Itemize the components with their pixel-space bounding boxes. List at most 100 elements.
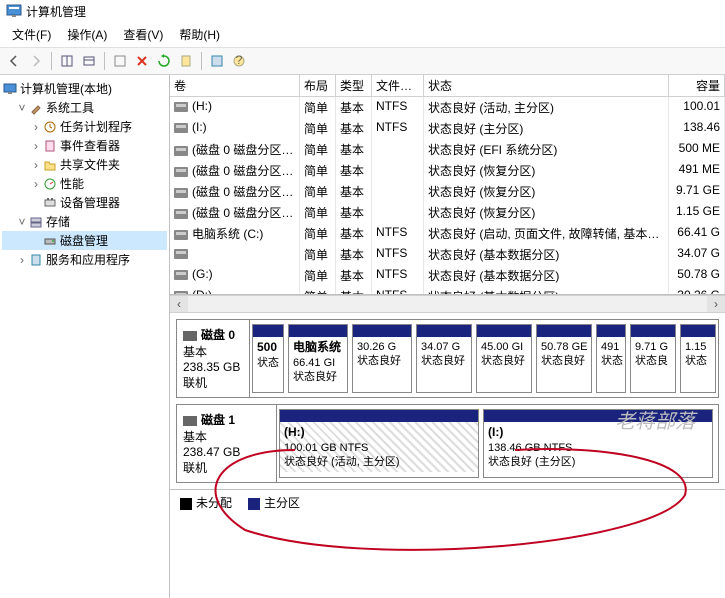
disk0-label[interactable]: 磁盘 0 基本 238.35 GB 联机 <box>177 320 250 397</box>
volume-icon <box>174 230 188 240</box>
volume-row[interactable]: 简单基本NTFS状态良好 (基本数据分区)34.07 G <box>170 244 725 265</box>
disk0-state: 联机 <box>183 374 243 391</box>
nav-tree[interactable]: 计算机管理(本地) ˅ 系统工具 ›任务计划程序 › 事件查看器 › 共享文件夹 ›… <box>0 75 170 598</box>
volume-row[interactable]: (磁盘 0 磁盘分区 10)简单基本状态良好 (恢复分区)1.15 GE <box>170 202 725 223</box>
computer-icon <box>2 81 18 97</box>
partition[interactable]: 50.78 GE状态良好 <box>536 324 592 393</box>
volume-row[interactable]: (G:)简单基本NTFS状态良好 (基本数据分区)50.78 G <box>170 265 725 286</box>
volume-row[interactable]: (磁盘 0 磁盘分区 9)简单基本状态良好 (恢复分区)9.71 GE <box>170 181 725 202</box>
disk1-label[interactable]: 磁盘 1 基本 238.47 GB 联机 <box>177 405 277 482</box>
tree-perf[interactable]: ›性能 <box>2 174 167 193</box>
tree-label: 事件查看器 <box>60 137 120 154</box>
disk0-size: 238.35 GB <box>183 360 243 374</box>
properties-icon[interactable] <box>176 51 196 71</box>
collapse-icon[interactable]: ˅ <box>16 101 28 115</box>
disk1-partitions: (H:)100.01 GB NTFS状态良好 (活动, 主分区)(I:)138.… <box>277 405 718 482</box>
disk-icon <box>183 416 197 426</box>
volume-row[interactable]: (磁盘 0 磁盘分区 8)简单基本状态良好 (恢复分区)491 ME <box>170 160 725 181</box>
perf-icon <box>42 176 58 192</box>
svg-text:?: ? <box>236 54 243 67</box>
delete-icon[interactable] <box>132 51 152 71</box>
partition[interactable]: 9.71 G状态良 <box>630 324 676 393</box>
partition[interactable]: 45.00 GI状态良好 <box>476 324 532 393</box>
col-volume[interactable]: 卷 <box>170 75 300 96</box>
disk1-type: 基本 <box>183 428 270 445</box>
col-capacity[interactable]: 容量 <box>669 75 725 96</box>
volume-icon <box>174 123 188 133</box>
volume-row[interactable]: (I:)简单基本NTFS状态良好 (主分区)138.46 <box>170 118 725 139</box>
expand-icon[interactable]: › <box>16 253 28 267</box>
col-layout[interactable]: 布局 <box>300 75 336 96</box>
volume-row[interactable]: (H:)简单基本NTFS状态良好 (活动, 主分区)100.01 <box>170 97 725 118</box>
refresh-icon[interactable] <box>154 51 174 71</box>
tree-label: 系统工具 <box>46 99 94 116</box>
tree-root-label: 计算机管理(本地) <box>20 80 112 97</box>
swatch-icon <box>180 498 192 510</box>
menu-view[interactable]: 查看(V) <box>115 24 171 45</box>
volume-icon <box>174 188 188 198</box>
legend-unallocated: 未分配 <box>180 494 232 511</box>
menu-file[interactable]: 文件(F) <box>4 24 59 45</box>
partition[interactable]: 34.07 G状态良好 <box>416 324 472 393</box>
expand-icon[interactable]: › <box>30 120 42 134</box>
tree-storage[interactable]: ˅存储 <box>2 212 167 231</box>
collapse-icon[interactable]: ˅ <box>16 215 28 229</box>
disk-graphical-view[interactable]: 磁盘 0 基本 238.35 GB 联机 500状态电脑系统66.41 GI状态… <box>170 313 725 598</box>
partition[interactable]: 电脑系统66.41 GI状态良好 <box>288 324 348 393</box>
tree-diskmgmt[interactable]: 磁盘管理 <box>2 231 167 250</box>
partition[interactable]: 1.15状态 <box>680 324 716 393</box>
volume-row[interactable]: 电脑系统 (C:)简单基本NTFS状态良好 (启动, 页面文件, 故障转储, 基… <box>170 223 725 244</box>
volume-list-header[interactable]: 卷 布局 类型 文件系统 状态 容量 <box>170 75 725 97</box>
disk-row-0[interactable]: 磁盘 0 基本 238.35 GB 联机 500状态电脑系统66.41 GI状态… <box>176 319 719 398</box>
tools-icon <box>28 100 44 116</box>
legend: 未分配 主分区 <box>170 489 725 515</box>
volume-row[interactable]: (D:)简单基本NTFS状态良好 (基本数据分区)30.26 G <box>170 286 725 295</box>
tree-share[interactable]: › 共享文件夹 <box>2 155 167 174</box>
partition[interactable]: (I:)138.46 GB NTFS状态良好 (主分区) <box>483 409 713 478</box>
tree-devmgr[interactable]: 设备管理器 <box>2 193 167 212</box>
expand-icon[interactable]: › <box>30 177 42 191</box>
tree-task[interactable]: ›任务计划程序 <box>2 117 167 136</box>
scroll-left-icon[interactable]: ‹ <box>170 296 188 312</box>
horizontal-scrollbar[interactable]: ‹ › <box>170 295 725 313</box>
expand-icon[interactable]: › <box>30 158 42 172</box>
toolbar-icon-1[interactable] <box>57 51 77 71</box>
volume-list[interactable]: 卷 布局 类型 文件系统 状态 容量 (H:)简单基本NTFS状态良好 (活动,… <box>170 75 725 295</box>
titlebar: 计算机管理 <box>0 0 725 22</box>
back-button[interactable] <box>4 51 24 71</box>
partition[interactable]: 30.26 G状态良好 <box>352 324 412 393</box>
toolbar-icon-2[interactable] <box>79 51 99 71</box>
volume-icon <box>174 167 188 177</box>
tree-services[interactable]: ›服务和应用程序 <box>2 250 167 269</box>
device-icon <box>42 195 58 211</box>
volume-row[interactable]: (磁盘 0 磁盘分区 1)简单基本状态良好 (EFI 系统分区)500 ME <box>170 139 725 160</box>
menubar: 文件(F) 操作(A) 查看(V) 帮助(H) <box>0 22 725 48</box>
scroll-right-icon[interactable]: › <box>707 296 725 312</box>
col-status[interactable]: 状态 <box>424 75 669 96</box>
toolbar: ? <box>0 48 725 75</box>
tree-label: 共享文件夹 <box>60 156 120 173</box>
forward-button[interactable] <box>26 51 46 71</box>
help-icon[interactable]: ? <box>229 51 249 71</box>
tree-root[interactable]: 计算机管理(本地) <box>2 79 167 98</box>
tree-systools[interactable]: ˅ 系统工具 <box>2 98 167 117</box>
partition[interactable]: (H:)100.01 GB NTFS状态良好 (活动, 主分区) <box>279 409 479 478</box>
disk0-type: 基本 <box>183 343 243 360</box>
disk-row-1[interactable]: 磁盘 1 基本 238.47 GB 联机 (H:)100.01 GB NTFS状… <box>176 404 719 483</box>
services-icon <box>28 252 44 268</box>
volume-icon <box>174 209 188 219</box>
tree-event[interactable]: › 事件查看器 <box>2 136 167 155</box>
col-fs[interactable]: 文件系统 <box>372 75 424 96</box>
toolbar-icon-3[interactable] <box>110 51 130 71</box>
toolbar-icon-4[interactable] <box>207 51 227 71</box>
expand-icon[interactable]: › <box>30 139 42 153</box>
menu-help[interactable]: 帮助(H) <box>171 24 228 45</box>
window-title: 计算机管理 <box>26 3 86 20</box>
disk-icon <box>42 233 58 249</box>
tree-label: 设备管理器 <box>60 194 120 211</box>
app-icon <box>6 3 22 19</box>
partition[interactable]: 500状态 <box>252 324 284 393</box>
partition[interactable]: 491状态 <box>596 324 626 393</box>
col-type[interactable]: 类型 <box>336 75 372 96</box>
menu-action[interactable]: 操作(A) <box>59 24 115 45</box>
